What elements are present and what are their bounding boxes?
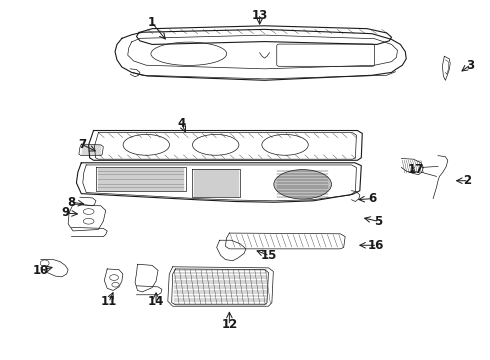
Text: 2: 2 (463, 174, 471, 187)
Text: 14: 14 (148, 296, 164, 309)
Text: 11: 11 (101, 295, 117, 308)
Text: 12: 12 (221, 318, 238, 331)
Text: 7: 7 (79, 138, 87, 151)
Text: 15: 15 (260, 249, 277, 262)
Text: 16: 16 (368, 239, 384, 252)
Text: 8: 8 (68, 196, 75, 209)
Text: 10: 10 (33, 264, 49, 277)
Text: 9: 9 (61, 207, 69, 220)
Ellipse shape (274, 170, 331, 199)
Text: 17: 17 (408, 163, 424, 176)
Text: 1: 1 (148, 17, 156, 30)
Text: 6: 6 (368, 192, 376, 205)
Text: 5: 5 (374, 215, 382, 228)
Text: 13: 13 (251, 9, 268, 22)
Text: 4: 4 (177, 117, 186, 130)
Text: 3: 3 (466, 59, 474, 72)
